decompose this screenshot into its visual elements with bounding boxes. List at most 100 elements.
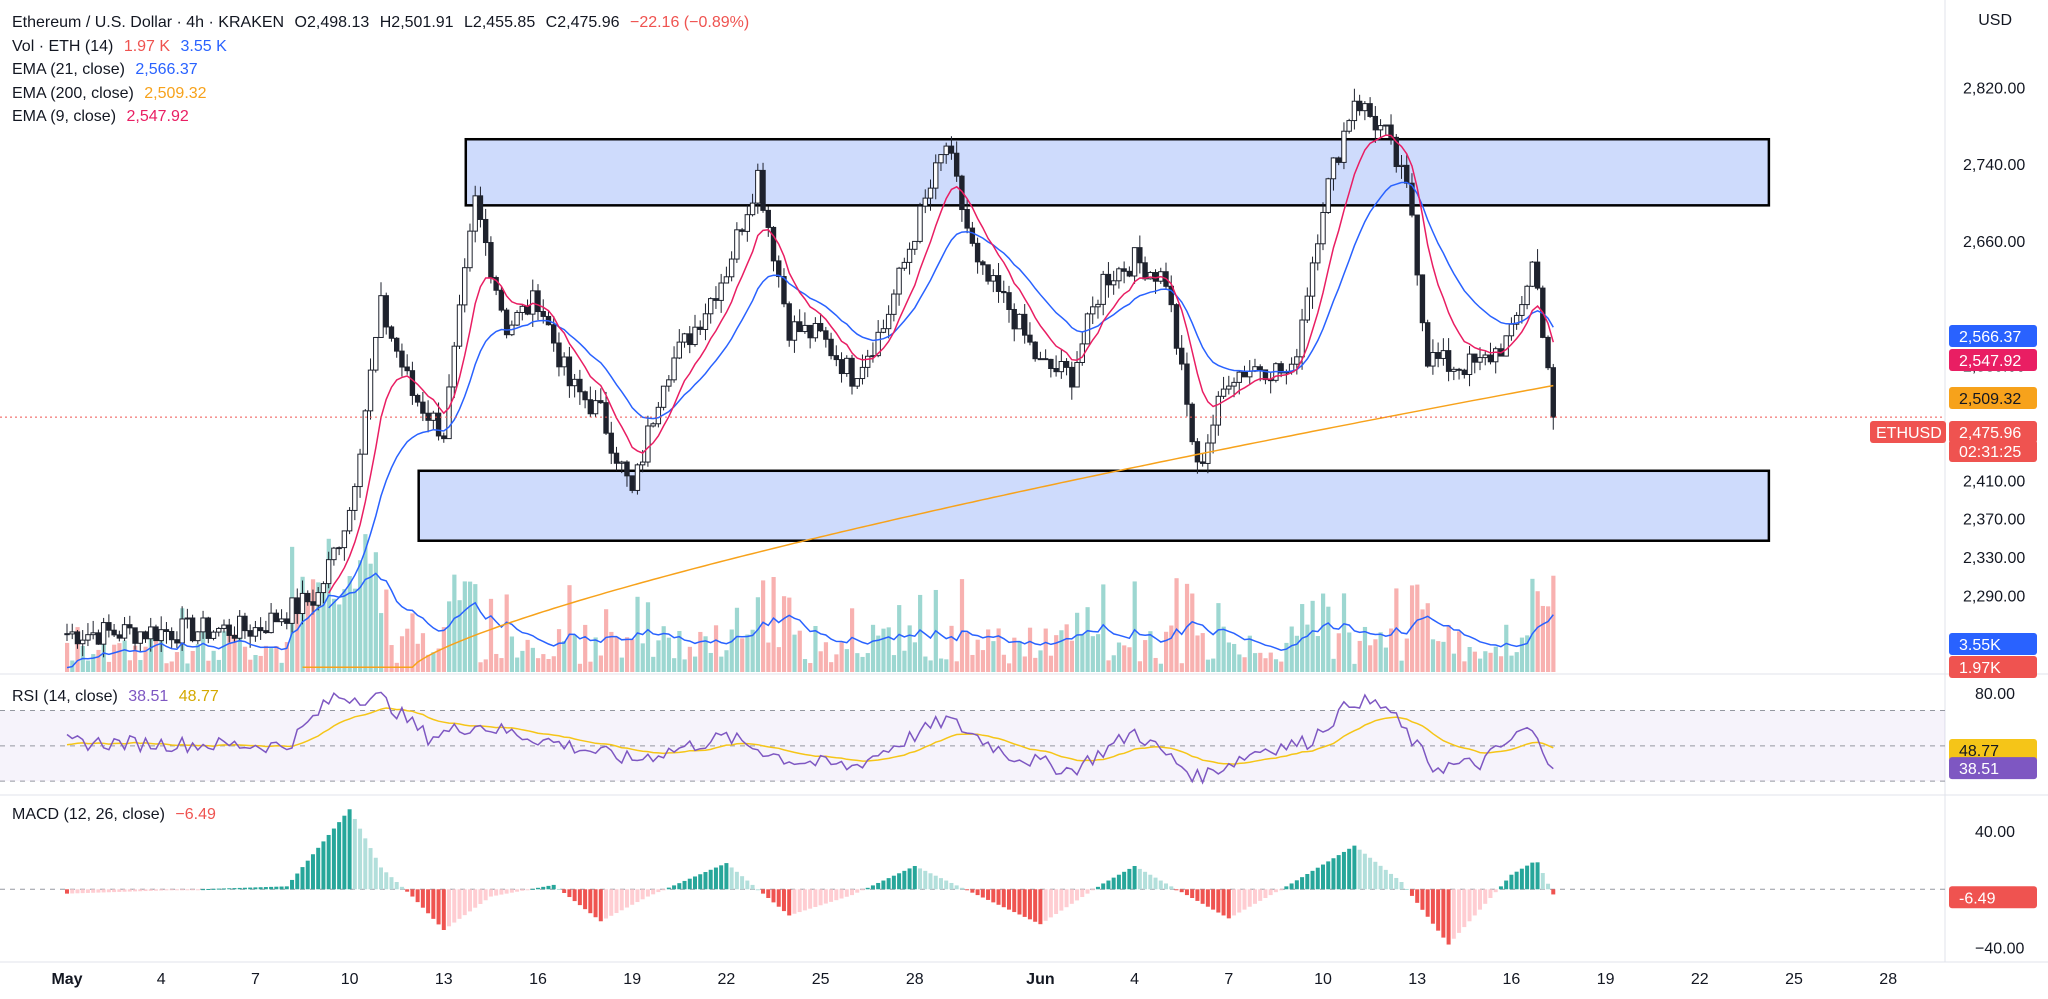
macd-histogram-bar bbox=[724, 863, 729, 890]
macd-histogram-bar bbox=[1038, 889, 1043, 925]
currency-label[interactable]: USD bbox=[1978, 12, 2012, 29]
macd-histogram-bar bbox=[991, 889, 996, 903]
volume-bar bbox=[1331, 658, 1336, 672]
macd-histogram-bar bbox=[766, 889, 771, 898]
volume-bar bbox=[1258, 652, 1263, 672]
macd-histogram-bar bbox=[164, 889, 169, 891]
candle-body bbox=[1545, 336, 1551, 369]
macd-histogram-bar bbox=[127, 889, 132, 892]
volume-bar bbox=[1069, 640, 1074, 672]
candle-body bbox=[74, 631, 81, 645]
volume-bar bbox=[201, 626, 206, 672]
candle-body bbox=[828, 338, 834, 357]
candle-body bbox=[95, 632, 102, 645]
candle-body bbox=[791, 321, 798, 341]
ema21-value: 2,566.37 bbox=[135, 61, 198, 78]
candle-body bbox=[441, 435, 447, 440]
volume-bar bbox=[284, 642, 289, 672]
time-axis-label: 22 bbox=[1691, 971, 1709, 988]
volume-bar bbox=[792, 634, 797, 672]
candle-body bbox=[969, 227, 976, 244]
volume-bar bbox=[153, 630, 159, 672]
macd-histogram-bar bbox=[829, 889, 834, 902]
macd-histogram-bar bbox=[1043, 889, 1048, 921]
volume-bar bbox=[986, 629, 991, 672]
candle-body bbox=[226, 624, 232, 636]
macd-histogram-bar bbox=[1525, 865, 1530, 890]
macd-histogram-bar bbox=[640, 889, 645, 900]
vol-legend[interactable]: Vol · ETH (14) 1.97 K 3.55 K bbox=[12, 35, 227, 58]
volume-bar bbox=[1551, 575, 1556, 672]
candle-body bbox=[1472, 353, 1478, 363]
macd-histogram-bar bbox=[938, 878, 943, 890]
volume-bar bbox=[635, 596, 640, 672]
candle-body bbox=[80, 639, 86, 645]
ema9-value: 2,547.92 bbox=[126, 108, 189, 125]
ema9-legend[interactable]: EMA (9, close) 2,547.92 bbox=[12, 105, 189, 128]
countdown-badge: 02:31:25 bbox=[1959, 444, 2021, 461]
macd-histogram-bar bbox=[1148, 874, 1153, 890]
volume-bar bbox=[1153, 657, 1158, 672]
macd-histogram-bar bbox=[1075, 889, 1080, 901]
volume-bar bbox=[624, 637, 630, 672]
candle-body bbox=[1445, 350, 1452, 372]
macd-legend[interactable]: MACD (12, 26, close) −6.49 bbox=[12, 803, 216, 826]
ema21-badge: 2,566.37 bbox=[1959, 329, 2021, 346]
macd-histogram-bar bbox=[536, 887, 540, 890]
macd-histogram-bar bbox=[1336, 855, 1341, 890]
volume-bar bbox=[1321, 593, 1326, 672]
macd-histogram-bar bbox=[761, 889, 766, 894]
rsi-legend[interactable]: RSI (14, close) 38.51 48.77 bbox=[12, 685, 219, 708]
volume-bar bbox=[593, 637, 598, 672]
candle-body bbox=[760, 169, 766, 211]
macd-histogram-bar bbox=[242, 887, 247, 890]
candle-body bbox=[488, 242, 494, 279]
candle-body bbox=[906, 248, 913, 263]
candle-body bbox=[1131, 247, 1138, 277]
macd-histogram-bar bbox=[169, 889, 174, 891]
volume-bar bbox=[368, 563, 373, 672]
candle-body bbox=[566, 356, 573, 387]
volume-bar bbox=[494, 653, 499, 672]
candle-body bbox=[346, 509, 353, 532]
macd-histogram-bar bbox=[693, 876, 697, 890]
price-badge-bg bbox=[1949, 421, 2037, 443]
volume-bar bbox=[384, 589, 389, 672]
macd-histogram-bar bbox=[143, 889, 148, 892]
volume-bar bbox=[672, 658, 677, 672]
volume-bar bbox=[457, 600, 462, 672]
candle-body bbox=[336, 547, 342, 550]
volume-bar bbox=[1085, 607, 1090, 672]
macd-histogram-bar bbox=[1362, 853, 1367, 890]
macd-histogram-bar bbox=[577, 889, 582, 906]
candle-body bbox=[1550, 367, 1556, 418]
candle-body bbox=[655, 406, 662, 425]
volume-bar bbox=[478, 662, 483, 672]
volume-bar bbox=[389, 645, 394, 672]
volume-bar bbox=[1294, 635, 1300, 672]
candle-body bbox=[1309, 262, 1316, 297]
volume-bar bbox=[1252, 653, 1258, 672]
candle-body bbox=[776, 260, 782, 278]
macd-histogram-bar bbox=[1137, 868, 1142, 890]
volume-bar bbox=[844, 649, 849, 672]
candle-body bbox=[880, 328, 887, 333]
macd-histogram-bar bbox=[1483, 889, 1488, 904]
macd-histogram-bar bbox=[1373, 861, 1378, 890]
volume-bar bbox=[1279, 661, 1284, 672]
candle-body bbox=[420, 401, 426, 414]
volume-bar bbox=[724, 650, 729, 672]
ema200-legend[interactable]: EMA (200, close) 2,509.32 bbox=[12, 82, 207, 105]
macd-histogram-bar bbox=[91, 889, 96, 893]
ema21-legend[interactable]: EMA (21, close) 2,566.37 bbox=[12, 58, 198, 81]
macd-histogram-bar bbox=[1169, 886, 1174, 890]
candle-body bbox=[1110, 280, 1117, 286]
volume-bar bbox=[1101, 584, 1106, 672]
candle-body bbox=[728, 258, 735, 278]
volume-bar bbox=[609, 631, 614, 672]
macd-histogram-bar bbox=[1048, 889, 1053, 918]
macd-histogram-bar bbox=[379, 867, 383, 890]
candle-body bbox=[1409, 182, 1415, 216]
macd-histogram-bar bbox=[520, 889, 525, 891]
